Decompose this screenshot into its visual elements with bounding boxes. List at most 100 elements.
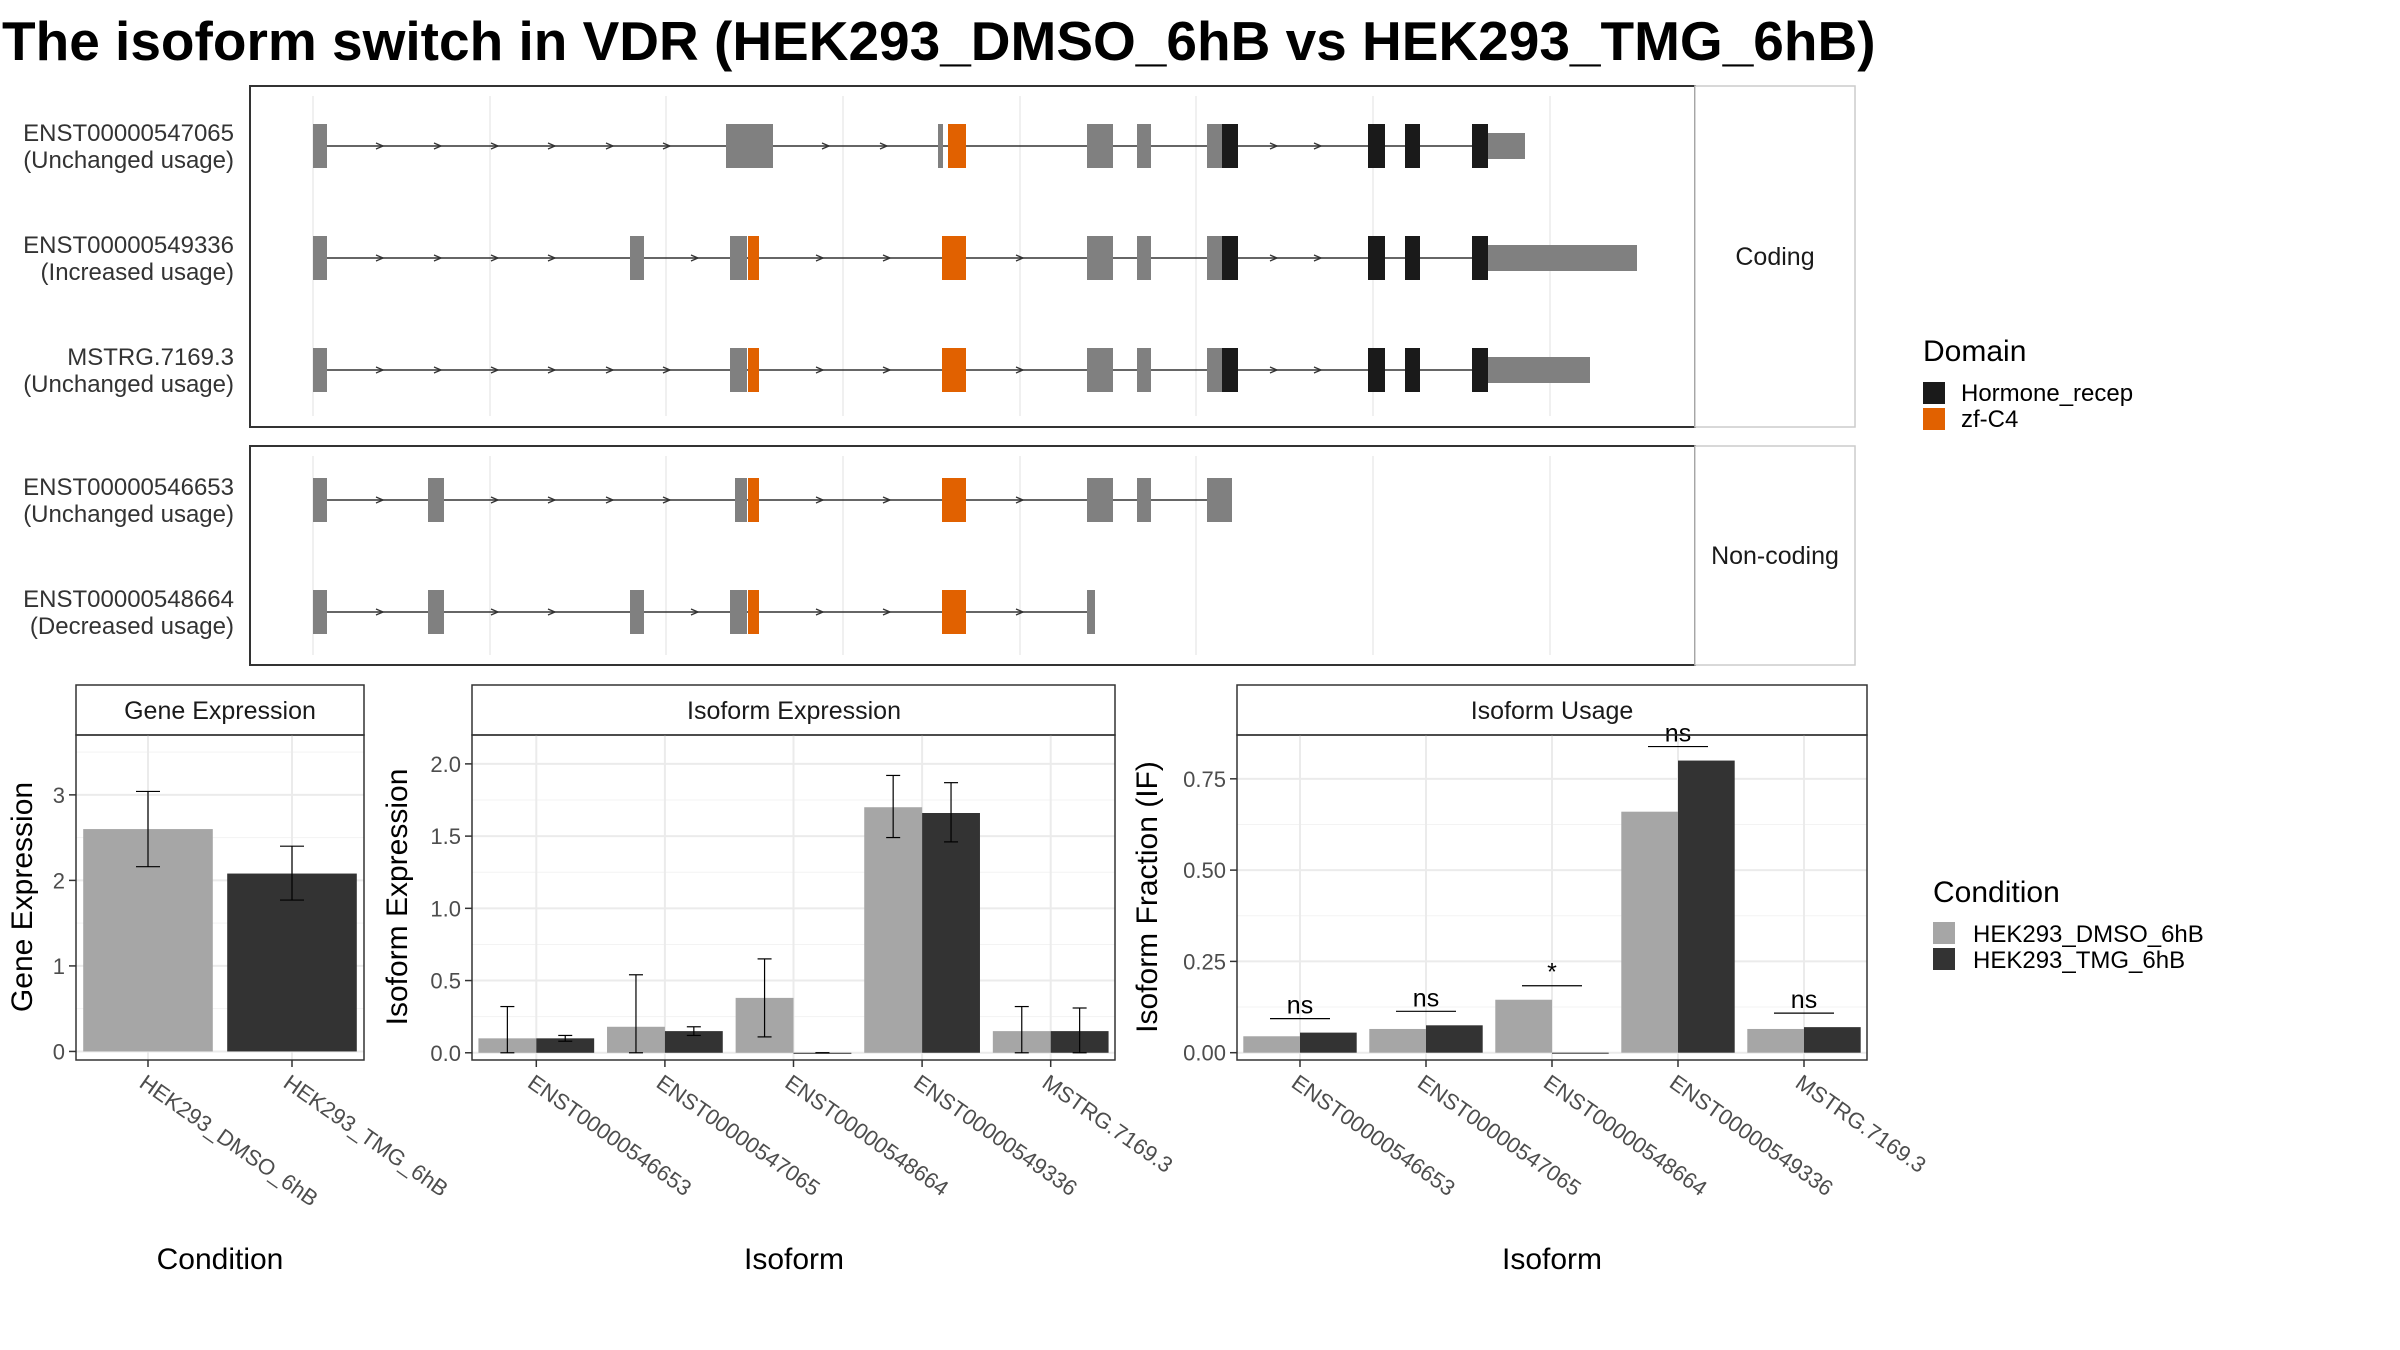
- y-tick-label: 0.00: [1183, 1041, 1226, 1066]
- dmso-bar: [1243, 1036, 1300, 1053]
- exon-block: [428, 478, 444, 522]
- intron-direction-arrow: [375, 142, 385, 150]
- isoform-usage-label: (Increased usage): [41, 259, 234, 286]
- intron-direction-arrow: [490, 608, 500, 616]
- intron-direction-arrow: [1015, 608, 1025, 616]
- isoform-label: ENST00000548664: [23, 586, 234, 613]
- intron-direction-arrow: [547, 142, 557, 150]
- isoform-usage-panel-title: Isoform Usage: [1471, 697, 1634, 725]
- intron-direction-arrow: [879, 142, 889, 150]
- intron-direction-arrow: [490, 254, 500, 262]
- y-tick-label: 0.50: [1183, 858, 1226, 883]
- y-tick-label: 0.75: [1183, 767, 1226, 792]
- exon-block: [313, 124, 327, 168]
- gene-expression-x-axis-title: Condition: [157, 1243, 284, 1276]
- isoform-usage-label: (Unchanged usage): [23, 371, 234, 398]
- tmg-bar: [1804, 1027, 1861, 1053]
- exon-block: [735, 478, 747, 522]
- intron-direction-arrow: [1313, 366, 1323, 374]
- isoform-expression-x-axis-title: Isoform: [744, 1243, 844, 1276]
- significance-label: *: [1547, 959, 1557, 987]
- gene-expression-panel-border: [75, 734, 365, 1061]
- y-tick-label: 0.0: [430, 1041, 461, 1066]
- exon-block: [630, 590, 644, 634]
- exon-block: [313, 590, 327, 634]
- exon-block: [1087, 478, 1113, 522]
- exon-block: [1207, 478, 1232, 522]
- hormone-recep-domain-block: [1472, 348, 1488, 392]
- exon-block: [1488, 133, 1525, 159]
- y-tick-label: 2.0: [430, 752, 461, 777]
- y-tick-label: 2: [53, 868, 65, 893]
- intron-direction-arrow: [547, 496, 557, 504]
- dmso-bar: [864, 807, 923, 1053]
- zf-c4-domain-block: [942, 478, 966, 522]
- transcript-track: [313, 478, 1232, 522]
- isoform-label: ENST00000546653: [23, 474, 234, 501]
- significance-label: ns: [1665, 720, 1691, 748]
- condition-legend: Condition HEK293_DMSO_6hB HEK293_TMG_6hB: [1933, 876, 2204, 974]
- intron-direction-arrow: [815, 254, 825, 262]
- zf-c4-domain-block: [748, 236, 759, 280]
- isoform-usage-panel-border: [1236, 734, 1868, 1061]
- x-tick-label: MSTRG.7169.3: [1038, 1070, 1178, 1178]
- intron-direction-arrow: [490, 142, 500, 150]
- intron-direction-arrow: [662, 496, 672, 504]
- exon-block: [1137, 124, 1151, 168]
- intron-direction-arrow: [605, 142, 615, 150]
- intron-direction-arrow: [547, 254, 557, 262]
- exon-block: [1087, 348, 1113, 392]
- transcript-tracks: [313, 124, 1637, 634]
- zf-c4-domain-block: [748, 478, 759, 522]
- intron-direction-arrow: [1015, 366, 1025, 374]
- intron-direction-arrow: [375, 254, 385, 262]
- intron-direction-arrow: [1015, 496, 1025, 504]
- intron-direction-arrow: [882, 254, 892, 262]
- exon-block: [726, 124, 773, 168]
- hormone-recep-domain-block: [1222, 124, 1238, 168]
- isoform-expression-plot-area: 0.00.51.01.52.0ENST00000546653ENST000005…: [430, 735, 1177, 1201]
- zf-c4-legend-label: zf-C4: [1961, 406, 2018, 433]
- noncoding-structure-panel: [249, 445, 1696, 666]
- gene-expression-chart: Gene Expression 0123HEK293_DMSO_6hBHEK29…: [6, 684, 453, 1276]
- zf-c4-domain-block: [748, 348, 759, 392]
- hormone-recep-domain-block: [1405, 236, 1420, 280]
- exon-block: [313, 236, 327, 280]
- dmso-bar: [1369, 1028, 1426, 1053]
- intron-direction-arrow: [1269, 142, 1279, 150]
- hormone-recep-domain-block: [1405, 124, 1420, 168]
- y-tick-label: 1.5: [430, 824, 461, 849]
- isoform-usage-label: (Unchanged usage): [23, 501, 234, 528]
- zf-c4-domain-block: [948, 124, 966, 168]
- intron-direction-arrow: [547, 366, 557, 374]
- intron-direction-arrow: [815, 608, 825, 616]
- coding-facet-label: Coding: [1735, 243, 1814, 271]
- exon-block: [730, 590, 735, 634]
- exon-block: [735, 590, 747, 634]
- exon-block: [735, 348, 747, 392]
- exon-block: [1087, 590, 1095, 634]
- exon-block: [1137, 478, 1151, 522]
- intron-direction-arrow: [821, 142, 831, 150]
- zf-c4-domain-block: [942, 236, 966, 280]
- exon-block: [313, 478, 327, 522]
- dmso-bar: [1747, 1028, 1804, 1053]
- exon-block: [1488, 357, 1590, 383]
- isoform-expression-panel-border: [471, 734, 1116, 1061]
- y-tick-label: 3: [53, 783, 65, 808]
- isoform-label: ENST00000549336: [23, 232, 234, 259]
- intron-direction-arrow: [815, 366, 825, 374]
- hormone-recep-domain-block: [1472, 236, 1488, 280]
- y-tick-label: 1.0: [430, 896, 461, 921]
- isoform-expression-y-axis-title: Isoform Expression: [381, 769, 414, 1026]
- exon-block: [733, 236, 747, 280]
- transcript-track: [313, 124, 1525, 168]
- exon-block: [630, 236, 644, 280]
- intron-direction-arrow: [375, 608, 385, 616]
- tmg-legend-label: HEK293_TMG_6hB: [1973, 947, 2185, 974]
- zf-c4-domain-block: [748, 590, 759, 634]
- tmg-bar: [227, 873, 357, 1052]
- tmg-bar: [1300, 1032, 1357, 1053]
- tmg-bar: [536, 1038, 595, 1053]
- hormone-recep-domain-block: [1368, 348, 1385, 392]
